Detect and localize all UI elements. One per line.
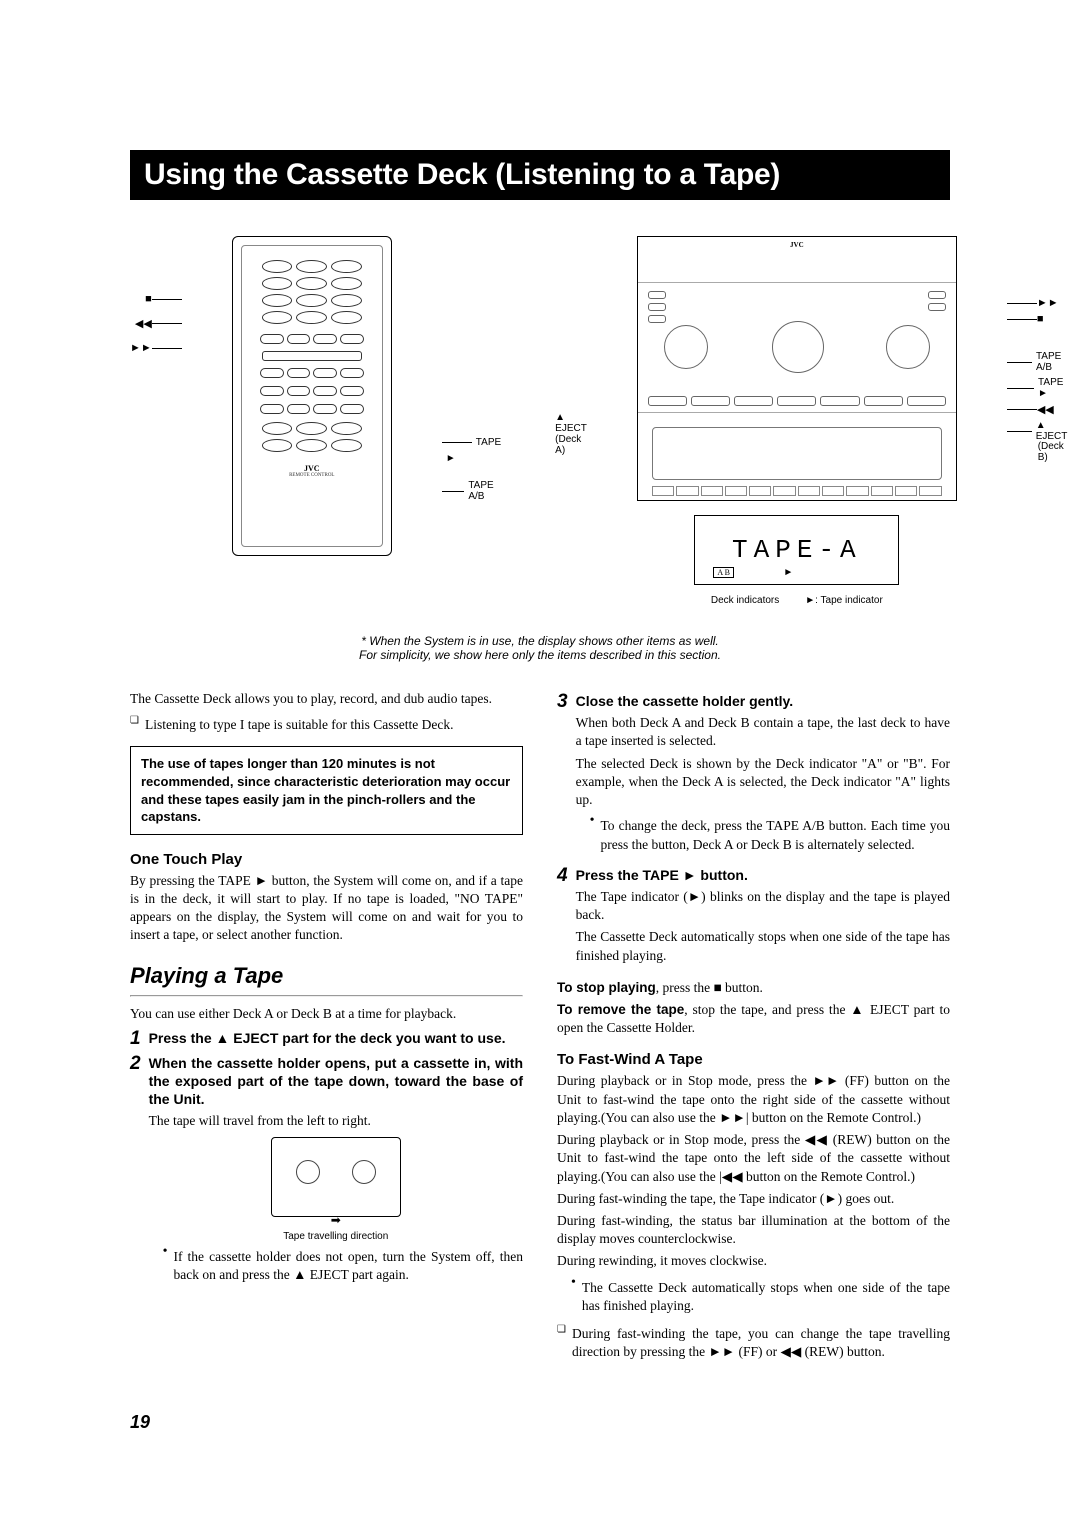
cassette-figure: ➡ xyxy=(271,1137,401,1217)
warning-box: The use of tapes longer than 120 minutes… xyxy=(130,746,523,834)
page-title-bar: Using the Cassette Deck (Listening to a … xyxy=(130,150,950,200)
ff-p2: During playback or in Stop mode, press t… xyxy=(557,1131,950,1186)
playing-intro: You can use either Deck A or Deck B at a… xyxy=(130,1005,523,1023)
playing-heading: Playing a Tape xyxy=(130,963,523,989)
ff-p1: During playback or in Stop mode, press t… xyxy=(557,1072,950,1127)
display-text: TAPE-A xyxy=(732,535,862,565)
remote-control-figure: JVC REMOTE CONTROL xyxy=(232,236,392,606)
one-touch-heading: One Touch Play xyxy=(130,851,523,868)
remote-left-pointers: ■ ◀◀ ►► xyxy=(130,236,182,606)
rew-icon: ◀◀ xyxy=(135,317,152,330)
stop-icon: ■ xyxy=(145,293,152,305)
deck-indicators-caption: Deck indicators xyxy=(711,595,779,606)
footnote: * When the System is in use, the display… xyxy=(130,634,950,662)
tape-ab-label: TAPE A/B xyxy=(468,480,501,502)
tape-indicator-caption: ►: Tape indicator xyxy=(805,595,883,606)
body-columns: The Cassette Deck allows you to play, re… xyxy=(130,686,950,1368)
tape-indicator-icon: ► xyxy=(783,567,793,578)
deck-unit-figure: JVC xyxy=(637,236,957,606)
right-column: 3 Close the cassette holder gently. When… xyxy=(557,686,950,1368)
step-1: 1 Press the ▲ EJECT part for the deck yo… xyxy=(130,1029,523,1048)
play-icon: ► xyxy=(446,453,456,464)
intro-bullet: Listening to type I tape is suitable for… xyxy=(145,716,454,734)
deck-right-pointers: ►► ■ TAPE A/B TAPE ► ◀◀ ▲ EJECT (Deck B) xyxy=(1007,236,1073,606)
ff-p4: During fast-winding, the status bar illu… xyxy=(557,1212,950,1248)
deck-indicator-icon: A B xyxy=(713,567,734,578)
display-panel: TAPE-A A B ► xyxy=(694,515,899,585)
one-touch-text: By pressing the TAPE ► button, the Syste… xyxy=(130,872,523,945)
intro-text: The Cassette Deck allows you to play, re… xyxy=(130,690,523,708)
page-number: 19 xyxy=(130,1412,950,1433)
step-4: 4 Press the TAPE ► button. The Tape indi… xyxy=(557,866,950,969)
step-3: 3 Close the cassette holder gently. When… xyxy=(557,692,950,860)
ff-bullet: The Cassette Deck automatically stops wh… xyxy=(582,1279,950,1315)
deck-a-eject-label: ▲ EJECT (Deck A) xyxy=(551,236,587,606)
cassette-caption: Tape travelling direction xyxy=(149,1231,523,1242)
remote-right-pointers: TAPE ► TAPE A/B xyxy=(442,236,501,606)
left-column: The Cassette Deck allows you to play, re… xyxy=(130,686,523,1368)
step-2: 2 When the cassette holder opens, put a … xyxy=(130,1054,523,1290)
tape-label: TAPE xyxy=(476,437,501,448)
ff-heading: To Fast-Wind A Tape xyxy=(557,1051,950,1068)
ff-p5: During rewinding, it moves clockwise. xyxy=(557,1252,950,1270)
ff-p3: During fast-winding the tape, the Tape i… xyxy=(557,1190,950,1208)
remove-lead: To remove the tape xyxy=(557,1002,684,1017)
diagram-area: ■ ◀◀ ►► JVC xyxy=(130,236,950,606)
ff-square-bullet: During fast-winding the tape, you can ch… xyxy=(572,1325,950,1361)
ff-icon: ►► xyxy=(130,342,152,354)
stop-lead: To stop playing xyxy=(557,980,656,995)
